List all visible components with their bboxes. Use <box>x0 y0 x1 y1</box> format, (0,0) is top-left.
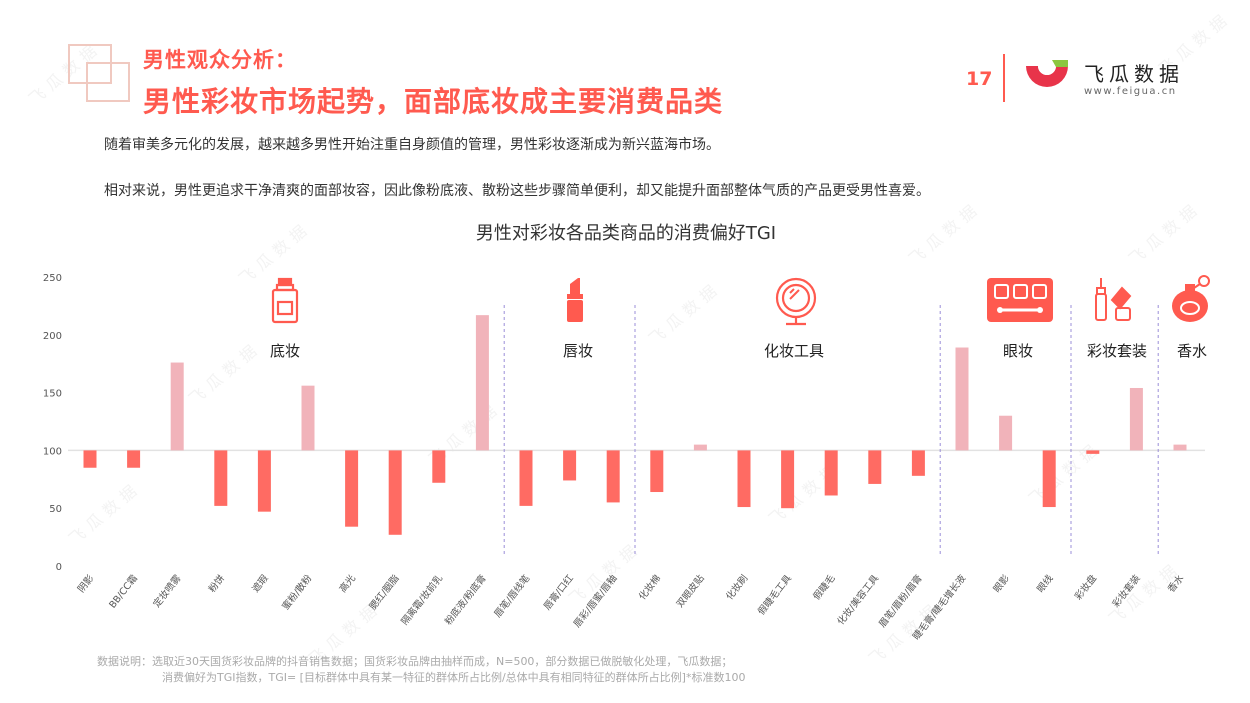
x-tick-label: 粉饼 <box>206 572 227 595</box>
intro-paragraph: 相对来说，男性更追求干净清爽的面部妆容，因此像粉底液、散粉这些步骤简单便利，却又… <box>104 183 930 199</box>
eyeshadow-palette-icon <box>987 278 1053 322</box>
chart-title: 男性对彩妆各品类商品的消费偏好TGI <box>476 223 776 244</box>
bar-阴影 <box>83 450 97 468</box>
x-tick-label: 隔离霜/妆前乳 <box>399 572 446 627</box>
y-tick-label: 250 <box>43 273 62 284</box>
x-tick-label: 化妆/美容工具 <box>835 572 882 627</box>
x-tick-label: 眼线 <box>1034 572 1055 595</box>
section-kicker: 男性观众分析： <box>143 48 297 72</box>
bar-唇笔/唇线笔 <box>519 450 533 506</box>
bar-唇膏/口红 <box>563 450 577 481</box>
x-tick-label: 阴影 <box>76 573 97 595</box>
bar-双眼皮贴 <box>693 444 707 451</box>
foundation-bottle-icon <box>271 277 299 324</box>
x-tick-label: 化妆棉 <box>636 572 663 602</box>
bar-眉笔/眉粉/眉膏 <box>911 450 925 476</box>
y-tick-label: 100 <box>43 446 62 457</box>
x-tick-label: 遮瑕 <box>250 572 271 595</box>
y-tick-label: 150 <box>43 389 62 400</box>
bar-隔离霜/妆前乳 <box>432 450 446 483</box>
group-label: 眼妆 <box>1003 342 1033 360</box>
footnote-line: 数据说明：选取近30天国货彩妆品牌的抖音销售数据；国货彩妆品牌由抽样而成，N=5… <box>97 655 733 668</box>
bar-定妆喷雾 <box>170 362 184 451</box>
bar-化妆棉 <box>650 450 664 493</box>
bar-遮瑕 <box>257 450 271 512</box>
x-tick-label: 唇膏/口红 <box>541 572 576 612</box>
bar-粉底液/粉底膏 <box>475 315 489 451</box>
y-tick-label: 0 <box>56 562 62 573</box>
decorative-square <box>86 62 130 102</box>
x-tick-label: 唇彩/唇蜜/唇釉 <box>571 572 619 629</box>
perfume-bottle-icon <box>1172 275 1210 322</box>
group-label: 唇妆 <box>563 342 593 360</box>
x-tick-label: 腮红/胭脂 <box>367 572 402 612</box>
bar-化妆刷 <box>737 450 751 508</box>
makeup-set-icon <box>1095 278 1132 321</box>
bar-BB/CC霜 <box>127 450 141 468</box>
x-tick-label: 香水 <box>1165 572 1186 595</box>
bar-眼影 <box>999 415 1013 451</box>
group-label: 底妆 <box>270 342 300 360</box>
bar-高光 <box>345 450 359 527</box>
lipstick-icon <box>567 278 583 322</box>
brand-url: www.feigua.cn <box>1084 86 1177 97</box>
brand-name: 飞瓜数据 <box>1084 62 1184 86</box>
page-title: 男性彩妆市场起势，面部底妆成主要消费品类 <box>143 85 724 118</box>
group-label: 化妆工具 <box>764 342 824 360</box>
bar-腮红/胭脂 <box>388 450 402 535</box>
x-tick-label: 眉笔/眉粉/眉膏 <box>876 572 924 629</box>
intro-paragraph: 随着审美多元化的发展，越来越多男性开始注重自身颜值的管理，男性彩妆逐渐成为新兴蓝… <box>104 137 720 153</box>
x-tick-label: 双眼皮贴 <box>674 572 707 610</box>
footnote-line: 消费偏好为TGI指数，TGI= [目标群体中具有某一特征的群体所占比例/总体中具… <box>162 671 746 684</box>
x-tick-label: 假睫毛工具 <box>755 572 794 617</box>
y-tick-label: 200 <box>43 331 62 342</box>
bar-彩妆盘 <box>1086 450 1100 454</box>
bar-假睫毛工具 <box>781 450 795 509</box>
header-divider <box>1003 54 1005 102</box>
feigua-logo-icon <box>1026 60 1068 87</box>
x-tick-label: 粉底液/粉底膏 <box>442 572 489 627</box>
x-tick-label: 眼影 <box>992 573 1013 595</box>
x-tick-label: 蜜粉/散粉 <box>280 572 315 612</box>
group-label: 彩妆套装 <box>1087 342 1147 360</box>
bar-彩妆套装 <box>1129 387 1143 451</box>
bar-睫毛膏/睫毛增长液 <box>955 347 969 451</box>
bar-蜜粉/散粉 <box>301 385 315 451</box>
group-label: 香水 <box>1177 342 1207 360</box>
x-tick-label: 假睫毛 <box>811 572 838 602</box>
decorative-square <box>68 44 112 84</box>
x-tick-label: 唇笔/唇线笔 <box>492 572 533 619</box>
x-tick-label: 高光 <box>337 572 358 595</box>
x-tick-label: 彩妆盘 <box>1072 572 1099 602</box>
bar-化妆/美容工具 <box>868 450 882 484</box>
x-tick-label: 彩妆套装 <box>1110 572 1143 610</box>
y-tick-label: 50 <box>49 504 62 515</box>
x-tick-label: 定妆喷雾 <box>151 572 184 610</box>
bar-唇彩/唇蜜/唇釉 <box>606 450 620 503</box>
bar-假睫毛 <box>824 450 838 496</box>
bar-眼线 <box>1042 450 1056 508</box>
x-tick-label: 化妆刷 <box>723 572 750 602</box>
mirror-icon <box>775 277 817 326</box>
page-number: 17 <box>966 68 993 90</box>
x-tick-label: BB/CC霜 <box>107 573 140 611</box>
bar-粉饼 <box>214 450 228 506</box>
bar-香水 <box>1173 444 1187 451</box>
